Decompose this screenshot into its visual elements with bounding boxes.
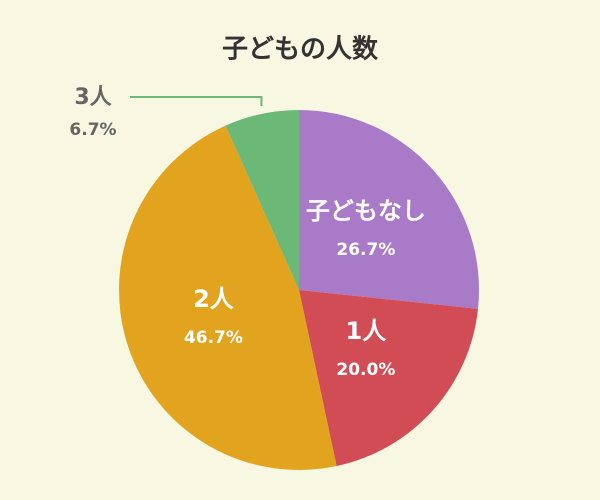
value-label: 46.7% (184, 328, 243, 348)
slice-label: 子どもなし (306, 197, 426, 225)
pie-slice (225, 110, 299, 290)
value-label: 26.7% (336, 240, 395, 260)
slice-label: 1人 (346, 317, 387, 345)
value-label: 20.0% (336, 360, 395, 380)
pie-slice (299, 290, 479, 467)
pie-slice (118, 125, 337, 470)
leader-line (130, 96, 263, 106)
slice-label: 2人 (193, 285, 234, 313)
slice-label: 3人 (74, 85, 111, 110)
chart-title: 子どもの人数 (222, 35, 379, 65)
value-label: 6.7% (69, 120, 116, 140)
pie-slice (299, 110, 479, 309)
